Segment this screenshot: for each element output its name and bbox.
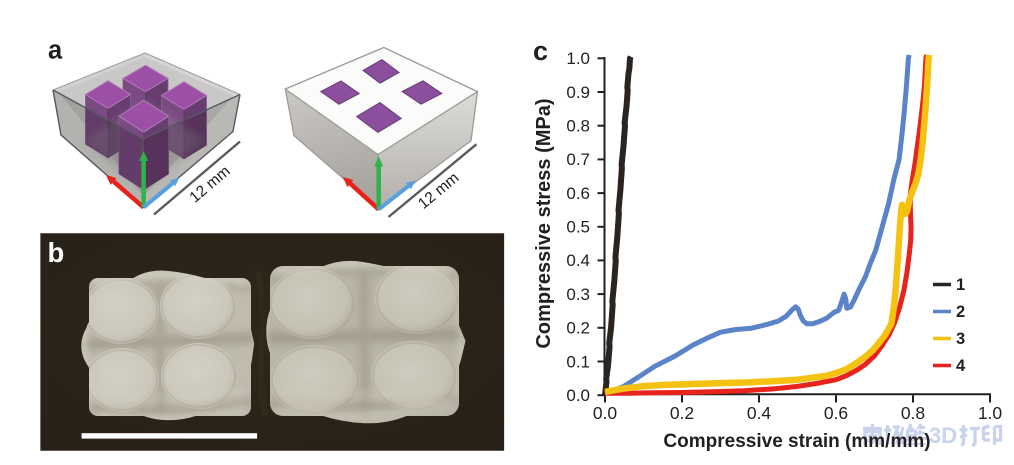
svg-text:b: b <box>48 237 65 268</box>
svg-text:0.8: 0.8 <box>901 403 925 423</box>
svg-text:Compressive stress (MPa): Compressive stress (MPa) <box>533 98 555 348</box>
svg-text:4: 4 <box>956 357 966 375</box>
svg-text:2: 2 <box>956 303 965 321</box>
svg-text:0.0: 0.0 <box>593 403 618 423</box>
svg-text:0.0: 0.0 <box>566 386 590 405</box>
svg-text:0.6: 0.6 <box>824 403 848 423</box>
svg-text:1.0: 1.0 <box>566 49 590 68</box>
svg-text:0.5: 0.5 <box>566 218 590 237</box>
svg-text:0.6: 0.6 <box>566 184 590 203</box>
svg-text:0.4: 0.4 <box>566 251 590 270</box>
svg-text:3: 3 <box>956 330 965 348</box>
svg-text:0.7: 0.7 <box>566 150 590 169</box>
svg-text:0.3: 0.3 <box>566 285 590 304</box>
svg-text:1.0: 1.0 <box>978 403 1003 423</box>
svg-text:0.1: 0.1 <box>566 352 590 371</box>
svg-text:Compressive strain (mm/mm): Compressive strain (mm/mm) <box>663 431 930 452</box>
svg-text:0.8: 0.8 <box>566 117 590 136</box>
svg-text:a: a <box>48 37 63 65</box>
svg-text:3D: 3D <box>929 423 957 448</box>
svg-text:c: c <box>533 36 548 66</box>
svg-text:0.2: 0.2 <box>566 319 590 338</box>
svg-text:0.4: 0.4 <box>747 403 772 423</box>
svg-text:1: 1 <box>956 276 965 294</box>
svg-text:0.9: 0.9 <box>566 83 590 102</box>
svg-text:0.2: 0.2 <box>670 403 694 423</box>
